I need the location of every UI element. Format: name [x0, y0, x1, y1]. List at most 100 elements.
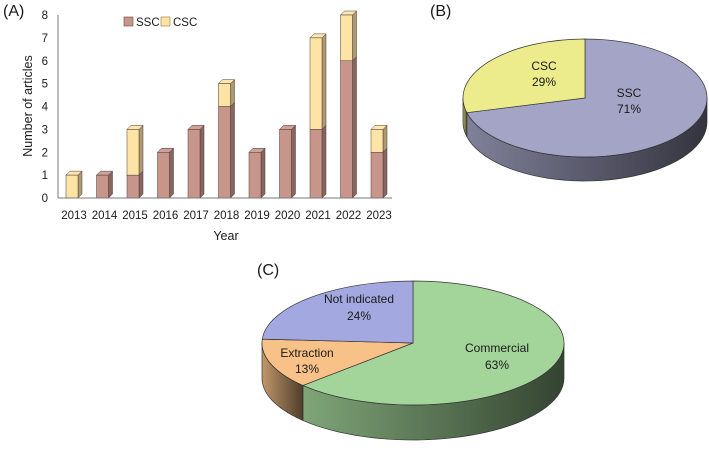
- legend-label-csc: CSC: [173, 17, 197, 29]
- y-axis-title: Number of articles: [21, 55, 35, 156]
- bar-front: [187, 129, 201, 199]
- bar-front: [248, 152, 262, 199]
- bar-side: [108, 170, 113, 199]
- bar-side: [382, 147, 388, 199]
- pie-slice-commercial: [302, 280, 565, 406]
- pie-slice-csc: [462, 38, 586, 114]
- x-tick-label: 2015: [122, 210, 148, 222]
- x-tick-label: 2023: [366, 210, 392, 222]
- bar-side: [138, 170, 144, 199]
- bar-segment-ssc-2023: [370, 147, 388, 199]
- bar-front: [370, 152, 384, 199]
- y-tick-label: 4: [42, 102, 49, 114]
- bar-segment-ssc-2020: [278, 124, 297, 199]
- bar-side: [321, 33, 327, 130]
- pie-c-label-not-indicated: Not indicated: [324, 292, 394, 306]
- bar-side: [352, 10, 357, 62]
- bar-side: [260, 147, 266, 199]
- bar-side: [230, 79, 235, 108]
- bar-side: [77, 170, 83, 199]
- x-tick-label: 2019: [244, 210, 270, 222]
- y-tick-label: 7: [42, 33, 48, 45]
- bar-segment-ssc-2016: [156, 147, 175, 199]
- panel-label-a: (A): [3, 3, 24, 20]
- y-tick-label: 5: [42, 79, 48, 91]
- bar-segment-ssc-2014: [95, 170, 114, 199]
- bar-front: [126, 129, 140, 176]
- x-tick-label: 2018: [214, 210, 240, 222]
- bar-chart: 0 1 2 3 4 5 6 7 8 2013 2014 2015 2016 2017 2018 2019 20…: [21, 10, 392, 243]
- bar-segment-csc-2023: [370, 124, 388, 153]
- x-axis-title: Year: [213, 229, 238, 243]
- pie-slice-ssc: [466, 38, 708, 158]
- x-tick-label: 2016: [153, 210, 179, 222]
- bar-segment-csc-2015: [126, 124, 144, 176]
- pie-b-labels: CSC 29% SSC 71%: [531, 59, 641, 116]
- bar-segment-ssc-2017: [187, 124, 205, 199]
- pie-b-percent-csc: 29%: [532, 75, 556, 89]
- bar-side: [169, 147, 174, 199]
- bar-front: [218, 83, 231, 107]
- y-tick-label: 6: [42, 56, 48, 68]
- x-tick-label: 2014: [92, 210, 118, 222]
- bar-front: [96, 174, 109, 199]
- bar-front: [370, 129, 384, 153]
- panel-label-b: (B): [430, 3, 451, 20]
- bar-segment-ssc-2018: [217, 101, 236, 199]
- panel-label-c: (C): [257, 262, 279, 279]
- bar-side: [138, 124, 144, 176]
- y-tick-label: 8: [42, 10, 48, 22]
- bar-segment-csc-2013: [65, 170, 83, 199]
- bar-segment-csc-2021: [309, 33, 327, 130]
- bar-side: [352, 56, 357, 199]
- pie-b-percent-ssc: 71%: [617, 102, 641, 116]
- bar-front: [309, 37, 323, 130]
- pie-c-labels: Not indicated 24% Extraction 13% Commerc…: [280, 292, 529, 376]
- pie-c-label-extraction: Extraction: [280, 346, 333, 360]
- y-tick-labels: 0 1 2 3 4 5 6 7 8: [42, 10, 49, 205]
- bar-front: [340, 60, 353, 199]
- pie-b-label-ssc: SSC: [617, 86, 642, 100]
- pie-chart-b: [462, 38, 708, 182]
- bar-front: [218, 106, 231, 199]
- y-tick-label: 2: [42, 147, 48, 159]
- pie-c-percent-commercial: 63%: [485, 358, 509, 372]
- x-tick-labels: 2013 2014 2015 2016 2017 2018 2019 2020 2021 2022…: [61, 210, 392, 222]
- pie-c-percent-extraction: 13%: [295, 362, 319, 376]
- bar-side: [382, 124, 388, 153]
- bar-front: [65, 174, 79, 199]
- legend: SSC CSC: [123, 16, 197, 29]
- bar-front: [309, 129, 323, 199]
- legend-swatch-csc: [160, 16, 171, 27]
- bar-front: [126, 174, 140, 199]
- x-tick-label: 2021: [305, 210, 331, 222]
- pie-slice-not-indicated: [261, 280, 414, 344]
- pie-c-label-commercial: Commercial: [465, 341, 529, 355]
- bar-segment-ssc-2022: [339, 56, 358, 199]
- bar-segment-csc-2018: [217, 79, 236, 108]
- bar-front: [157, 152, 170, 199]
- y-tick-label: 3: [42, 124, 48, 136]
- bar-side: [199, 124, 205, 199]
- bar-segment-ssc-2021: [309, 124, 327, 199]
- pie-chart-c: [261, 280, 565, 441]
- x-tick-label: 2013: [61, 210, 87, 222]
- bar-segment-ssc-2019: [248, 147, 266, 199]
- bar-front: [279, 129, 292, 199]
- legend-label-ssc: SSC: [136, 17, 160, 29]
- bars: [65, 10, 388, 199]
- bar-side: [321, 124, 327, 199]
- x-tick-label: 2017: [183, 210, 209, 222]
- pie-b-label-csc: CSC: [531, 59, 557, 73]
- bar-side: [291, 124, 296, 199]
- y-tick-label: 1: [42, 170, 48, 182]
- pie-c-percent-not-indicated: 24%: [347, 309, 371, 323]
- y-tick-label: 0: [42, 193, 48, 205]
- bar-side: [230, 101, 235, 199]
- legend-swatch-ssc: [123, 16, 134, 27]
- bar-front: [340, 14, 353, 61]
- bar-segment-csc-2022: [339, 10, 358, 62]
- x-tick-label: 2020: [275, 210, 301, 222]
- pie-slice-extraction: [261, 338, 414, 386]
